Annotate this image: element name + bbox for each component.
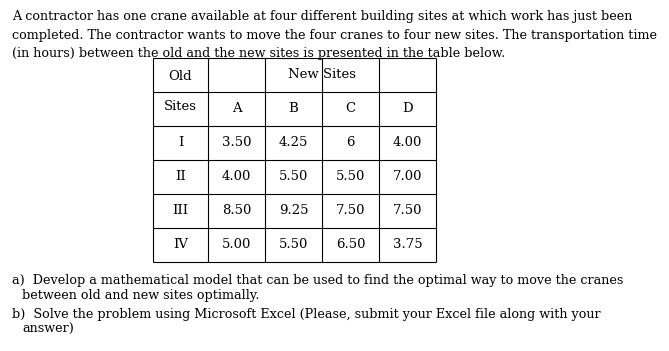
Text: 7.50: 7.50	[393, 205, 422, 218]
Text: 9.25: 9.25	[279, 205, 308, 218]
Text: 4.25: 4.25	[279, 137, 308, 150]
Text: III: III	[173, 205, 189, 218]
Text: between old and new sites optimally.: between old and new sites optimally.	[22, 289, 260, 302]
Text: I: I	[178, 137, 183, 150]
Text: 5.50: 5.50	[279, 238, 308, 252]
Text: answer): answer)	[22, 323, 74, 336]
Text: 5.00: 5.00	[222, 238, 251, 252]
Text: 6.50: 6.50	[336, 238, 365, 252]
Text: II: II	[175, 171, 186, 184]
Text: IV: IV	[173, 238, 188, 252]
Text: 5.50: 5.50	[279, 171, 308, 184]
Text: 5.50: 5.50	[336, 171, 365, 184]
Text: B: B	[288, 102, 298, 115]
Text: D: D	[402, 102, 413, 115]
Text: A contractor has one crane available at four different building sites at which w: A contractor has one crane available at …	[12, 10, 657, 60]
Text: Old: Old	[169, 71, 192, 84]
Text: 3.75: 3.75	[393, 238, 422, 252]
Text: 7.50: 7.50	[336, 205, 365, 218]
Text: New Sites: New Sites	[288, 68, 356, 81]
Text: a)  Develop a mathematical model that can be used to find the optimal way to mov: a) Develop a mathematical model that can…	[12, 274, 624, 287]
Text: b)  Solve the problem using Microsoft Excel (Please, submit your Excel file alon: b) Solve the problem using Microsoft Exc…	[12, 308, 601, 321]
Text: 7.00: 7.00	[393, 171, 422, 184]
Text: C: C	[345, 102, 355, 115]
Text: 4.00: 4.00	[222, 171, 251, 184]
Text: Sites: Sites	[164, 100, 197, 113]
Text: 4.00: 4.00	[393, 137, 422, 150]
Text: 8.50: 8.50	[222, 205, 251, 218]
Text: 3.50: 3.50	[221, 137, 252, 150]
Text: A: A	[231, 102, 242, 115]
Text: 6: 6	[347, 137, 355, 150]
